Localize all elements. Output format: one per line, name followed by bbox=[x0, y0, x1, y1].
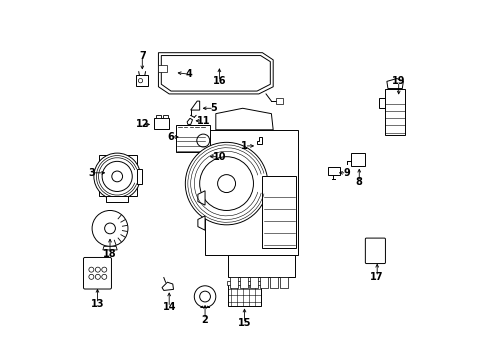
Text: 1: 1 bbox=[241, 141, 247, 151]
Text: 4: 4 bbox=[185, 69, 192, 79]
Text: 3: 3 bbox=[88, 168, 95, 178]
Circle shape bbox=[104, 223, 115, 234]
Text: 8: 8 bbox=[355, 177, 362, 187]
Circle shape bbox=[95, 274, 100, 279]
Bar bbox=[136, 75, 148, 86]
Polygon shape bbox=[137, 169, 142, 184]
Text: 7: 7 bbox=[139, 51, 145, 61]
Polygon shape bbox=[161, 55, 270, 91]
Circle shape bbox=[92, 211, 128, 246]
FancyBboxPatch shape bbox=[365, 238, 385, 264]
Bar bbox=[384, 89, 404, 135]
Bar bbox=[230, 277, 238, 288]
Polygon shape bbox=[167, 67, 178, 74]
Circle shape bbox=[185, 142, 267, 225]
Polygon shape bbox=[187, 118, 192, 125]
Bar bbox=[250, 277, 258, 288]
Bar bbox=[260, 277, 267, 288]
Polygon shape bbox=[158, 53, 273, 94]
Text: 11: 11 bbox=[196, 116, 209, 126]
Bar bbox=[262, 176, 296, 248]
Polygon shape bbox=[228, 255, 294, 277]
FancyBboxPatch shape bbox=[83, 257, 111, 289]
Polygon shape bbox=[102, 246, 117, 250]
Circle shape bbox=[102, 267, 106, 272]
Polygon shape bbox=[257, 137, 262, 144]
Polygon shape bbox=[378, 98, 384, 108]
Circle shape bbox=[89, 267, 94, 272]
Text: 18: 18 bbox=[103, 248, 117, 258]
Text: 6: 6 bbox=[167, 132, 174, 142]
Bar bbox=[176, 125, 210, 152]
Text: 9: 9 bbox=[343, 168, 349, 178]
Polygon shape bbox=[386, 78, 403, 89]
Circle shape bbox=[196, 134, 209, 147]
Circle shape bbox=[217, 175, 235, 193]
Circle shape bbox=[95, 267, 100, 272]
Bar bbox=[227, 281, 261, 285]
Bar bbox=[276, 98, 283, 104]
Polygon shape bbox=[106, 196, 128, 202]
Circle shape bbox=[199, 291, 210, 302]
Text: 15: 15 bbox=[237, 319, 251, 328]
Bar bbox=[270, 277, 278, 288]
Bar bbox=[240, 277, 247, 288]
Text: 10: 10 bbox=[212, 152, 225, 162]
Text: 14: 14 bbox=[162, 302, 176, 312]
Text: 2: 2 bbox=[201, 315, 208, 325]
Circle shape bbox=[138, 78, 142, 83]
Bar bbox=[327, 167, 339, 175]
Circle shape bbox=[112, 171, 122, 182]
Bar bbox=[280, 277, 287, 288]
Polygon shape bbox=[204, 130, 298, 255]
Text: 5: 5 bbox=[210, 103, 217, 113]
Bar bbox=[158, 64, 166, 72]
Text: 16: 16 bbox=[212, 76, 225, 86]
Bar bbox=[163, 115, 167, 118]
Text: 13: 13 bbox=[91, 299, 104, 309]
Text: 17: 17 bbox=[370, 272, 383, 282]
Circle shape bbox=[194, 286, 215, 307]
Polygon shape bbox=[198, 191, 204, 205]
Text: 19: 19 bbox=[391, 76, 405, 86]
Polygon shape bbox=[190, 101, 199, 110]
Bar bbox=[155, 115, 160, 118]
Polygon shape bbox=[99, 155, 137, 196]
Circle shape bbox=[199, 157, 253, 211]
Circle shape bbox=[102, 274, 106, 279]
Circle shape bbox=[102, 161, 132, 192]
Bar bbox=[351, 153, 364, 166]
Polygon shape bbox=[215, 108, 273, 130]
Text: 12: 12 bbox=[135, 120, 149, 129]
Circle shape bbox=[94, 153, 140, 200]
Bar bbox=[154, 118, 169, 129]
Bar bbox=[228, 284, 260, 306]
Polygon shape bbox=[162, 282, 173, 291]
Polygon shape bbox=[198, 216, 204, 230]
Circle shape bbox=[89, 274, 94, 279]
